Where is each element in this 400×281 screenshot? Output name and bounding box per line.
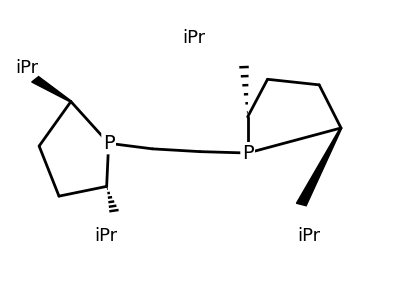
Text: iPr: iPr [297, 228, 320, 246]
Text: iPr: iPr [15, 59, 38, 77]
Text: P: P [242, 144, 254, 162]
Polygon shape [296, 128, 342, 206]
Text: iPr: iPr [182, 29, 205, 47]
Text: P: P [103, 134, 114, 153]
Text: iPr: iPr [95, 228, 118, 246]
Polygon shape [32, 77, 72, 102]
